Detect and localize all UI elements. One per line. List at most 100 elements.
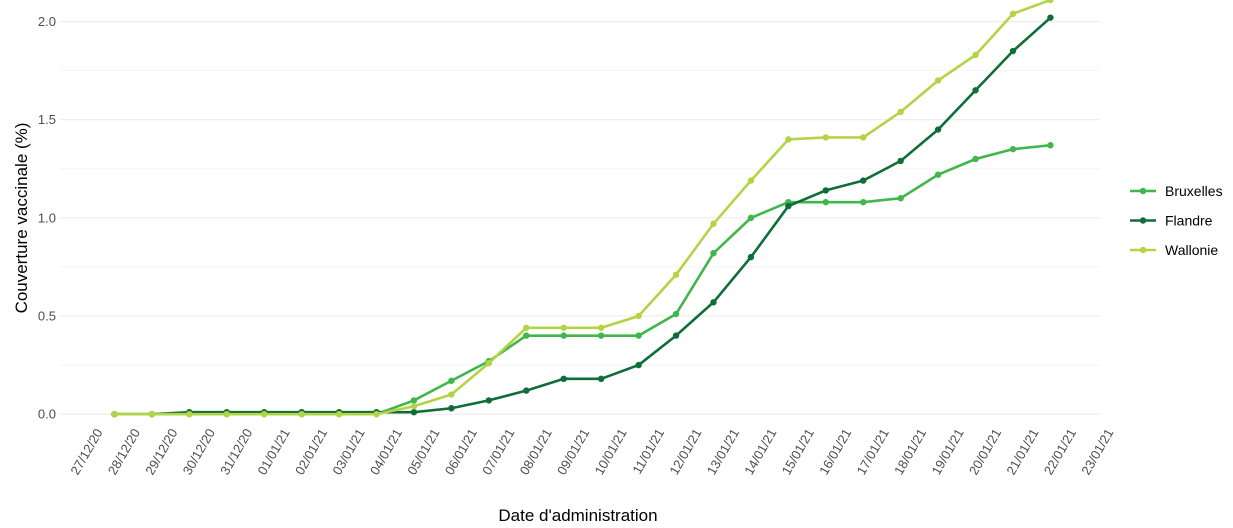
data-point bbox=[1009, 47, 1017, 55]
data-point bbox=[1047, 142, 1054, 149]
data-point bbox=[485, 397, 493, 404]
data-point bbox=[897, 195, 904, 202]
data-point bbox=[710, 250, 717, 257]
data-point bbox=[410, 408, 418, 416]
data-point bbox=[186, 410, 193, 418]
data-point bbox=[560, 332, 567, 339]
legend-swatch-point bbox=[1139, 217, 1147, 224]
data-point bbox=[523, 387, 530, 394]
data-point bbox=[1009, 145, 1017, 153]
y-tick-label: 2.0 bbox=[38, 14, 56, 29]
x-tick-label: 27/12/20 bbox=[67, 426, 105, 477]
x-tick-label: 28/12/20 bbox=[105, 426, 143, 477]
data-point bbox=[972, 155, 979, 163]
data-point bbox=[261, 410, 268, 418]
data-point bbox=[298, 410, 305, 418]
data-point bbox=[710, 299, 717, 306]
x-tick-label: 20/01/21 bbox=[966, 426, 1004, 477]
x-tick-label: 06/01/21 bbox=[442, 426, 480, 477]
data-point bbox=[1009, 10, 1017, 17]
x-tick-label: 18/01/21 bbox=[891, 426, 929, 477]
data-point bbox=[560, 375, 567, 383]
legend-label: Bruxelles bbox=[1165, 183, 1223, 199]
data-point bbox=[335, 410, 343, 418]
y-tick-label: 1.5 bbox=[38, 112, 56, 127]
data-point bbox=[822, 198, 829, 206]
data-point bbox=[672, 310, 680, 318]
data-point bbox=[148, 410, 156, 418]
data-point bbox=[223, 410, 230, 418]
x-tick-label: 17/01/21 bbox=[854, 426, 892, 477]
data-point bbox=[710, 220, 717, 227]
x-tick-label: 22/01/21 bbox=[1041, 426, 1079, 477]
data-point bbox=[747, 253, 755, 261]
x-tick-label: 01/01/21 bbox=[255, 426, 293, 477]
data-point bbox=[785, 136, 792, 143]
x-tick-label: 31/12/20 bbox=[217, 426, 255, 477]
data-point bbox=[860, 134, 867, 141]
data-point bbox=[597, 375, 605, 383]
data-point bbox=[373, 410, 380, 418]
series-line bbox=[114, 143, 1051, 416]
data-point bbox=[822, 187, 829, 194]
x-tick-label: 10/01/21 bbox=[591, 426, 629, 477]
x-tick-label: 29/12/20 bbox=[142, 426, 180, 477]
y-axis-title: Couverture vaccinale (%) bbox=[12, 123, 31, 314]
legend-swatch-point bbox=[1139, 246, 1147, 254]
data-point bbox=[897, 157, 904, 165]
x-tick-label: 07/01/21 bbox=[479, 426, 517, 477]
x-tick-label: 08/01/21 bbox=[517, 426, 555, 477]
data-point bbox=[635, 312, 642, 320]
x-tick-label: 11/01/21 bbox=[629, 426, 667, 476]
series-line bbox=[114, 0, 1051, 416]
data-point bbox=[897, 108, 904, 116]
data-point bbox=[822, 134, 829, 141]
data-point bbox=[523, 332, 530, 339]
x-tick-label: 30/12/20 bbox=[180, 426, 218, 477]
x-tick-label: 16/01/21 bbox=[816, 426, 854, 477]
x-tick-label: 04/01/21 bbox=[367, 426, 405, 477]
data-point bbox=[747, 214, 755, 222]
data-point bbox=[747, 177, 755, 184]
data-point bbox=[560, 324, 567, 331]
x-tick-label: 02/01/21 bbox=[292, 426, 330, 477]
data-point bbox=[111, 410, 118, 418]
grid bbox=[60, 21, 1100, 415]
x-tick-label: 14/01/21 bbox=[741, 426, 779, 477]
y-tick-label: 1.0 bbox=[38, 210, 56, 225]
legend-label: Flandre bbox=[1165, 213, 1213, 229]
data-point bbox=[1047, 0, 1054, 4]
data-point bbox=[448, 377, 455, 384]
y-tick-label: 0.0 bbox=[38, 407, 56, 422]
y-tick-label: 0.5 bbox=[38, 309, 56, 324]
data-point bbox=[934, 126, 942, 133]
data-point bbox=[860, 198, 867, 206]
x-tick-label: 05/01/21 bbox=[404, 426, 442, 477]
x-tick-label: 09/01/21 bbox=[554, 426, 592, 477]
data-point bbox=[972, 51, 979, 59]
data-point bbox=[972, 87, 979, 94]
legend-label: Wallonie bbox=[1165, 242, 1218, 258]
data-point bbox=[635, 332, 642, 339]
series-line bbox=[114, 16, 1052, 416]
data-point bbox=[485, 359, 493, 367]
data-point bbox=[410, 403, 418, 410]
data-point bbox=[410, 397, 418, 404]
plot-area bbox=[111, 0, 1054, 418]
x-tick-label: 19/01/21 bbox=[928, 426, 966, 477]
data-point bbox=[597, 324, 605, 331]
x-tick-label: 23/01/21 bbox=[1078, 426, 1116, 477]
x-axis-title: Date d'administration bbox=[498, 506, 657, 525]
x-tick-label: 21/01/21 bbox=[1003, 426, 1041, 477]
x-tick-label: 03/01/21 bbox=[329, 426, 367, 477]
data-point bbox=[523, 324, 530, 331]
x-tick-label: 13/01/21 bbox=[704, 426, 742, 477]
data-point bbox=[860, 177, 867, 184]
data-point bbox=[635, 361, 642, 369]
legend-swatch-point bbox=[1139, 187, 1147, 195]
data-point bbox=[597, 332, 605, 339]
data-point bbox=[1047, 14, 1054, 21]
data-point bbox=[448, 405, 455, 412]
data-point bbox=[785, 202, 792, 210]
